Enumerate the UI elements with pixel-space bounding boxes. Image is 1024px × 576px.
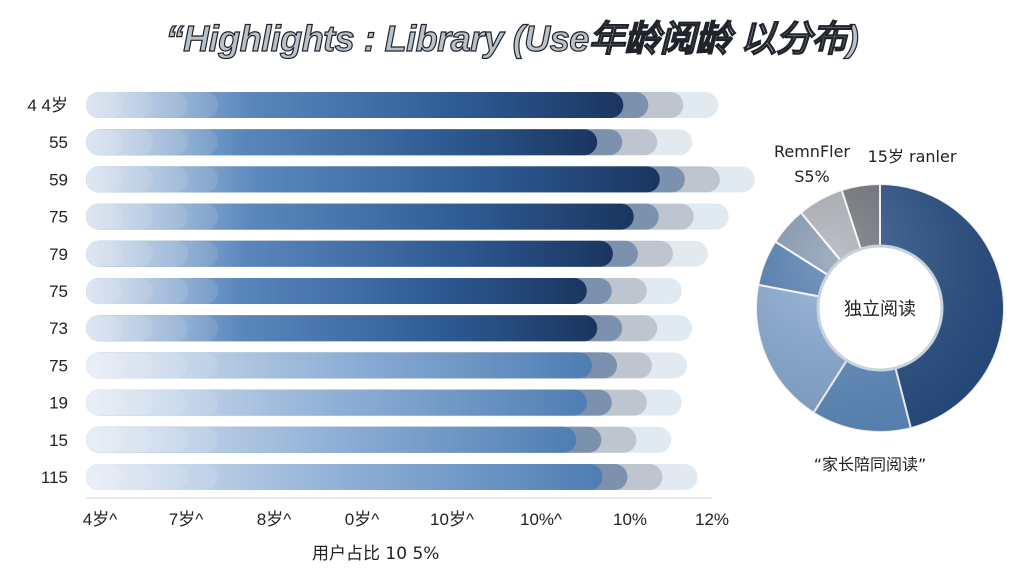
category-label: 55: [49, 133, 68, 152]
bar-highlight: [86, 92, 218, 118]
donut-center-label: 独立阅读: [844, 299, 916, 320]
bar-highlight: [86, 352, 153, 379]
bar-highlight: [86, 315, 218, 342]
x-tick-label: 0岁^: [345, 510, 379, 529]
bar-highlight: [86, 426, 188, 453]
category-label: 75: [49, 282, 68, 301]
donut-label: “家长陪同阅读”: [814, 455, 927, 474]
bar-highlight: [86, 92, 153, 118]
bar-highlight: [86, 129, 153, 156]
bar-highlight: [86, 166, 153, 193]
bar-row: 75: [49, 278, 712, 311]
bar: [86, 278, 587, 304]
category-label: 4 4岁: [27, 96, 68, 115]
bar-highlight: [86, 166, 218, 193]
bar-highlight: [86, 129, 218, 156]
bar-row: 73: [49, 315, 712, 348]
x-tick-label: 12%: [695, 510, 729, 529]
bar-highlight: [86, 315, 153, 342]
category-label: 115: [41, 468, 68, 487]
bar-highlight: [86, 240, 123, 267]
x-tick-label: 7岁^: [169, 510, 203, 529]
bar-highlight: [86, 389, 218, 416]
bar-highlight: [86, 203, 123, 230]
bar-highlight: [86, 278, 218, 304]
category-label: 75: [49, 356, 68, 375]
bar-highlight: [86, 464, 153, 490]
bar-highlight: [86, 464, 123, 490]
x-tick-label: 4岁^: [83, 510, 117, 529]
donut-label: RemnFler: [774, 142, 850, 161]
bar-highlight: [86, 426, 153, 453]
bar: [86, 389, 587, 416]
category-label: 75: [49, 208, 68, 227]
bar-chart: 4 4岁 55 59 75 79 75 73 75 19 15 115: [27, 92, 755, 497]
donut-hole: [816, 244, 944, 372]
bar-highlight: [86, 203, 153, 230]
bar-highlight: [86, 464, 218, 490]
bar-highlight: [86, 352, 123, 379]
bar-row: 75: [49, 203, 729, 237]
bar: [86, 92, 624, 118]
bar-row: 4 4岁: [27, 92, 719, 125]
bar-highlight: [86, 389, 123, 416]
bar-highlight: [86, 315, 123, 342]
category-label: 59: [49, 170, 68, 189]
bar-row: 15: [49, 426, 712, 460]
chart-title: “Highlights : Library (Use年龄阅龄 以分布): [165, 17, 859, 59]
bar-highlight: [86, 166, 188, 193]
bar-highlight: [86, 240, 218, 267]
bar-highlight: [86, 278, 123, 304]
donut-label: 15岁 ranler: [868, 147, 957, 166]
bar-row: 19: [49, 389, 712, 423]
bar-highlight: [86, 352, 188, 379]
bar: [86, 203, 634, 230]
category-label: 73: [49, 319, 68, 338]
bar-row: 115: [41, 464, 712, 497]
bar-row: 75: [49, 352, 712, 385]
bar: [86, 315, 598, 342]
bar-highlight: [86, 92, 123, 118]
category-label: 79: [49, 245, 68, 264]
bar-row: 59: [49, 166, 755, 199]
bar-highlight: [86, 426, 123, 453]
bar-row: 79: [49, 240, 712, 274]
bar-highlight: [86, 278, 188, 304]
bar-highlight: [86, 129, 123, 156]
x-axis: 4岁^ 7岁^ 8岁^ 0岁^ 10岁^ 10%^ 10% 12% 用户占比 10 5%: [83, 497, 729, 564]
bar-highlight: [86, 278, 153, 304]
x-tick-label: 10岁^: [430, 510, 474, 529]
bar: [86, 166, 660, 193]
donut-chart: 独立阅读 RemnFler S5% 15岁 ranler “家长陪同阅读”: [755, 142, 1005, 474]
bar-highlight: [86, 129, 188, 156]
bar-highlight: [86, 203, 188, 230]
x-axis-title: 用户占比 10 5%: [312, 544, 439, 564]
donut-label: S5%: [794, 167, 830, 186]
category-label: 15: [49, 431, 68, 450]
bar: [86, 464, 603, 490]
bar: [86, 240, 613, 267]
bar: [86, 352, 593, 379]
bar-highlight: [86, 166, 123, 193]
bar-highlight: [86, 389, 153, 416]
bar-highlight: [86, 389, 188, 416]
bar-highlight: [86, 352, 218, 379]
bar-highlight: [86, 240, 153, 267]
x-tick-label: 10%^: [520, 510, 562, 529]
bar: [86, 426, 577, 453]
bar-highlight: [86, 426, 218, 453]
bar-highlight: [86, 315, 188, 342]
bar-highlight: [86, 240, 188, 267]
bar-highlight: [86, 464, 188, 490]
bar-row: 55: [49, 129, 712, 162]
bar-highlight: [86, 203, 218, 230]
x-tick-label: 10%: [613, 510, 647, 529]
bar: [86, 129, 598, 156]
category-label: 19: [49, 394, 68, 413]
x-tick-label: 8岁^: [257, 510, 291, 529]
bar-highlight: [86, 92, 188, 118]
